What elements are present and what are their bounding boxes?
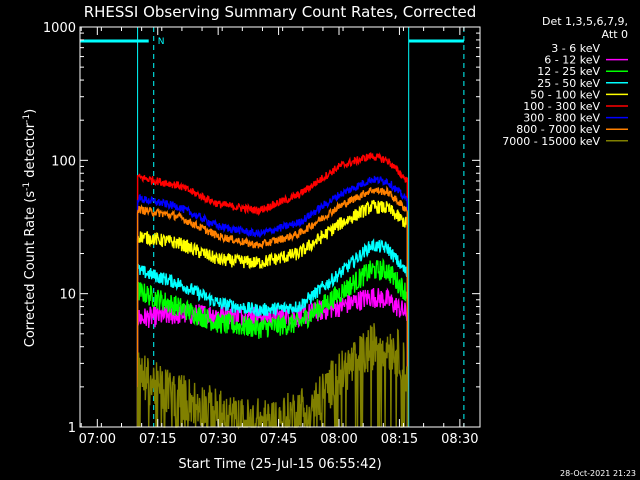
x-axis-label: Start Time (25-Jul-15 06:55:42) bbox=[178, 457, 381, 472]
x-tick-label-1: 07:15 bbox=[139, 432, 176, 447]
legend-header: Det 1,3,5,6,7,9, bbox=[542, 15, 628, 28]
y-axis-label-part3: ) bbox=[23, 109, 38, 114]
y-axis: 1 10 100 1000 bbox=[43, 21, 480, 436]
y-axis-label-part1: Corrected Count Rate (s bbox=[23, 191, 38, 348]
series-line-8 bbox=[136, 323, 409, 430]
plot-frame bbox=[79, 26, 481, 428]
footer-date: 28-Oct-2021 21:23 bbox=[560, 469, 636, 478]
legend-label-4: 50 - 100 keV bbox=[530, 88, 600, 101]
y-axis-label-sup1: -1 bbox=[22, 182, 32, 191]
y-tick-label-0: 1 bbox=[68, 421, 76, 436]
chart-title: RHESSI Observing Summary Count Rates, Co… bbox=[84, 3, 477, 21]
x-tick-label-2: 07:30 bbox=[199, 432, 236, 447]
series-line-5 bbox=[136, 151, 409, 428]
y-axis-label: Corrected Count Rate (s-1 detector-1) bbox=[22, 109, 38, 347]
y-axis-label-part2: detector bbox=[23, 122, 38, 182]
legend-label-2: 12 - 25 keV bbox=[537, 65, 600, 78]
x-tick-label-0: 07:00 bbox=[79, 432, 116, 447]
series-line-4 bbox=[136, 199, 409, 428]
legend-header-att: Att 0 bbox=[602, 28, 628, 41]
x-axis: 07:00 07:15 07:30 07:45 08:00 08:15 08:30 bbox=[79, 27, 479, 447]
legend-label-1: 6 - 12 keV bbox=[544, 54, 600, 67]
series-line-6 bbox=[136, 175, 409, 428]
x-tick-label-5: 08:15 bbox=[381, 432, 418, 447]
series-line-3 bbox=[136, 238, 409, 428]
plot-area: N bbox=[79, 26, 481, 430]
legend-label-7: 800 - 7000 keV bbox=[516, 123, 600, 136]
legend-label-5: 100 - 300 keV bbox=[523, 100, 600, 113]
x-tick-label-6: 08:30 bbox=[441, 432, 478, 447]
series-line-1 bbox=[136, 287, 409, 428]
series-line-2 bbox=[136, 257, 409, 428]
y-axis-label-sup2: -1 bbox=[22, 114, 32, 123]
x-tick-label-4: 08:00 bbox=[320, 432, 357, 447]
x-tick-label-3: 07:45 bbox=[260, 432, 297, 447]
night-marker-label: N bbox=[158, 37, 165, 47]
legend-label-6: 300 - 800 keV bbox=[523, 112, 600, 125]
legend-label-8: 7000 - 15000 keV bbox=[502, 135, 600, 148]
legend-label-0: 3 - 6 keV bbox=[551, 42, 600, 55]
y-tick-label-1: 10 bbox=[59, 288, 76, 303]
series-line-7 bbox=[136, 185, 409, 428]
y-tick-label-2: 100 bbox=[51, 154, 76, 169]
y-tick-label-3: 1000 bbox=[43, 21, 76, 36]
legend-label-3: 25 - 50 keV bbox=[537, 77, 600, 90]
